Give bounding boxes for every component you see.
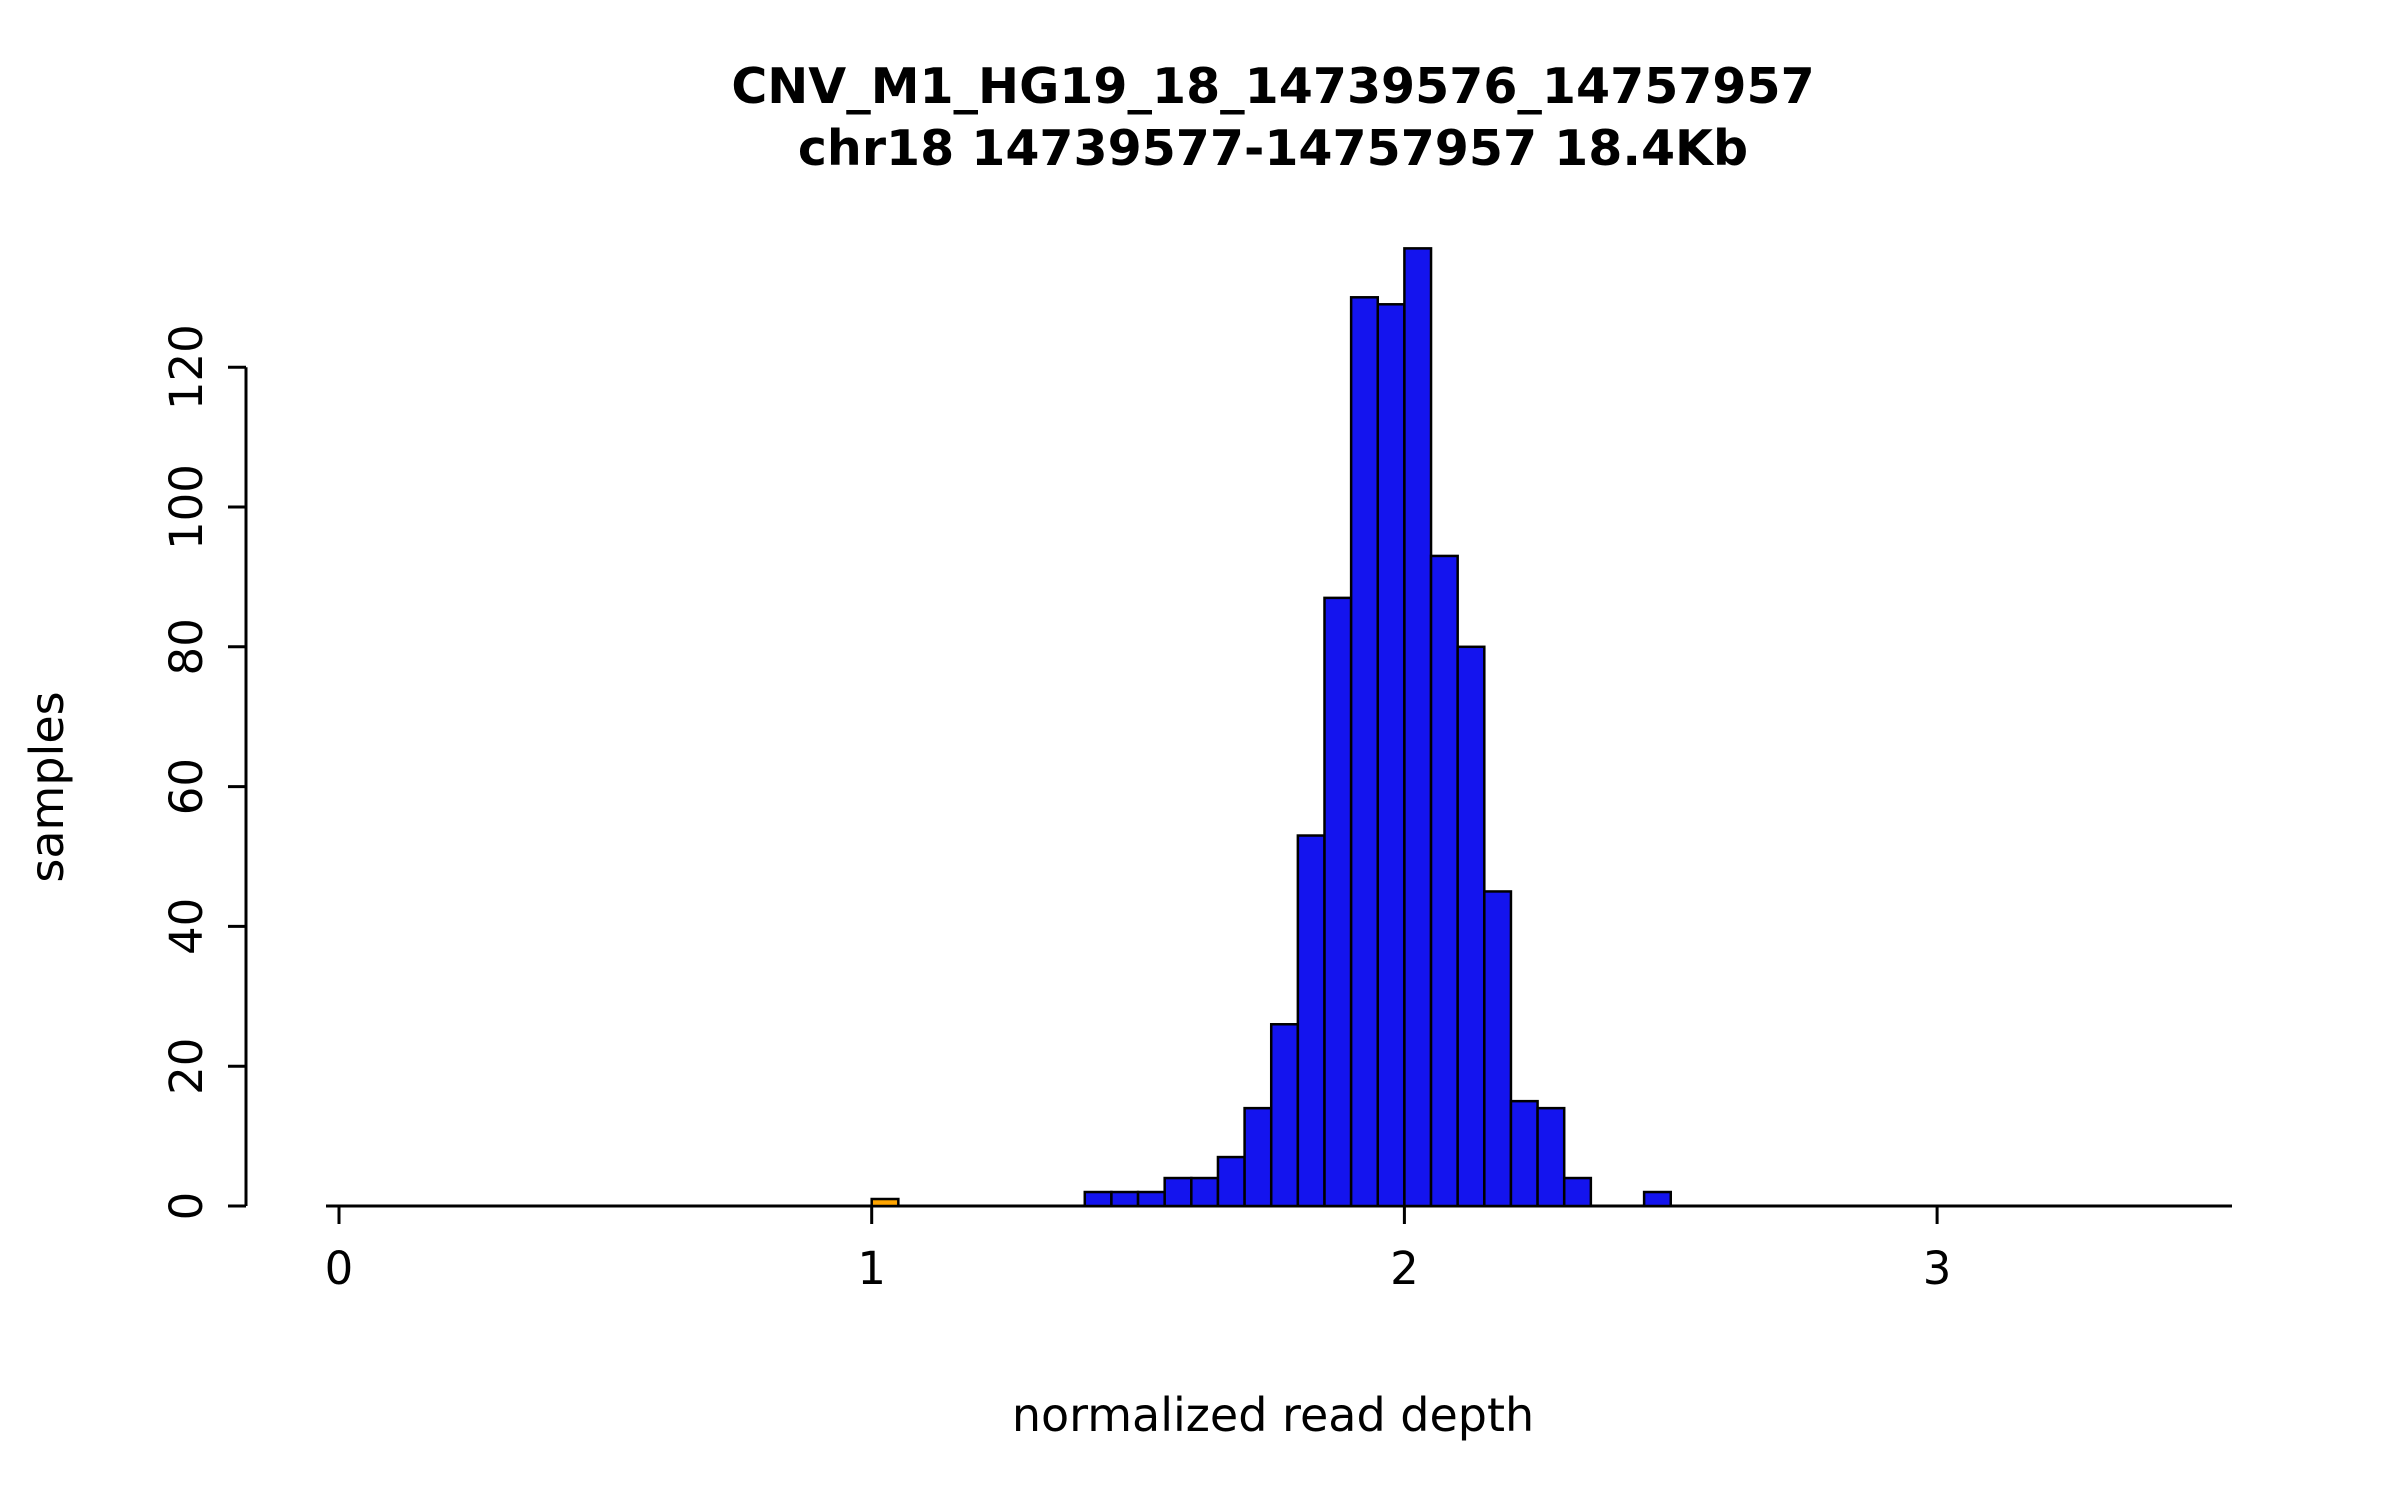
y-tick-label: 80 — [160, 618, 213, 675]
histogram-bar — [1163, 1176, 1193, 1208]
chart-title: CNV_M1_HG19_18_14739576_14757957 — [731, 58, 1815, 115]
histogram-bar — [1349, 296, 1380, 1208]
x-axis-label: normalized read depth — [1011, 1388, 1535, 1442]
x-tick-label: 3 — [1923, 1242, 1952, 1295]
histogram-bar — [1429, 554, 1459, 1208]
chart-subtitle: chr18 14739577-14757957 18.4Kb — [797, 120, 1749, 177]
y-tick-label: 0 — [160, 1192, 213, 1221]
y-tick-label: 20 — [160, 1038, 213, 1095]
x-tick-label: 0 — [325, 1242, 354, 1295]
y-tick-label: 40 — [160, 898, 213, 955]
histogram-bar — [1110, 1190, 1140, 1208]
y-axis-label: samples — [20, 691, 74, 883]
histogram-bar — [1269, 1023, 1300, 1208]
histogram-bar — [1190, 1176, 1220, 1208]
y-tick-label: 60 — [160, 758, 213, 815]
histogram-bar — [1296, 834, 1326, 1208]
histogram-bar — [1509, 1099, 1539, 1208]
histogram-bar — [870, 1197, 900, 1208]
histogram-bar — [1403, 247, 1433, 1208]
histogram-bar — [1323, 596, 1353, 1208]
histogram-bar — [1642, 1190, 1672, 1208]
histogram-bar — [1536, 1106, 1566, 1208]
histogram-bar — [1243, 1106, 1273, 1208]
histogram-bar — [1216, 1155, 1246, 1208]
histogram-bar — [1562, 1176, 1593, 1208]
histogram-bar — [1456, 645, 1486, 1208]
x-tick-label: 2 — [1390, 1242, 1419, 1295]
y-tick-label: 120 — [160, 324, 213, 410]
histogram-bar — [1483, 890, 1513, 1208]
histogram-bar — [1376, 303, 1406, 1208]
y-tick-label: 100 — [160, 464, 213, 550]
histogram-bar — [1083, 1190, 1113, 1208]
histogram-bar — [1136, 1190, 1166, 1208]
x-tick-label: 1 — [857, 1242, 886, 1295]
